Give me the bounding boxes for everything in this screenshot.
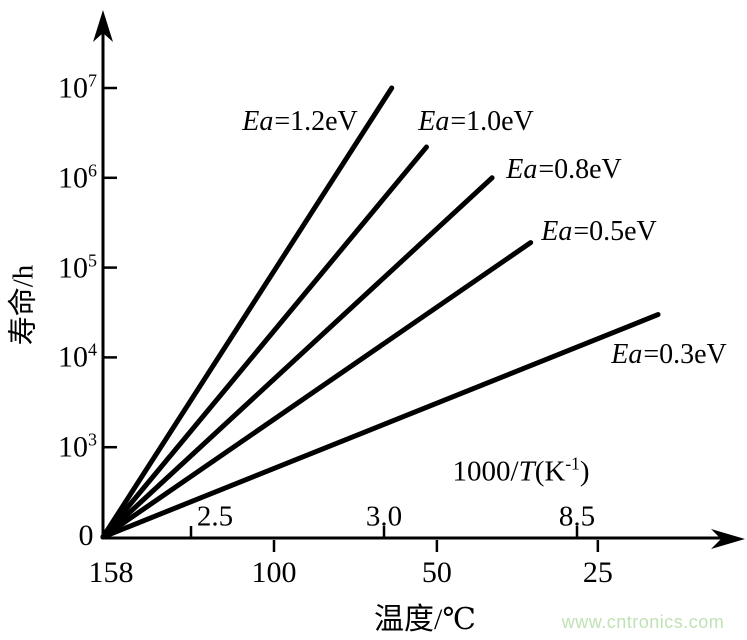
y-tick-label: 103: [58, 429, 97, 464]
ea-symbol: Ea: [506, 154, 538, 185]
ea-symbol: Ea: [242, 106, 274, 137]
y-tick-label: 104: [58, 339, 97, 374]
y-axis-arrow-icon: [93, 10, 113, 42]
watermark-text: www.cntronics.com: [561, 612, 725, 632]
x-bottom-tick-label: 25: [582, 556, 613, 589]
title-var: T: [518, 455, 535, 488]
series-label-ea-1.2: Ea=1.2eV: [242, 108, 358, 136]
x-bottom-tick-label: 100: [251, 556, 297, 589]
ea-value: =1.2eV: [274, 106, 358, 137]
x-top-tick-label: 2.5: [196, 500, 234, 533]
series-label-ea-0.8: Ea=0.8eV: [506, 156, 622, 184]
y-tick-label: 107: [58, 70, 97, 105]
series-line-ea-0.5: [100, 240, 534, 540]
series-line-ea-0.8: [100, 175, 495, 540]
x-axis-top-title: 1000/T(K-1): [452, 453, 590, 488]
title-pre: 1000/: [452, 455, 519, 488]
series-label-ea-0.5: Ea=0.5eV: [541, 218, 657, 246]
ea-symbol: Ea: [611, 339, 643, 370]
series-label-ea-1.0: Ea=1.0eV: [418, 108, 534, 136]
y-axis-title: 寿命/h: [7, 264, 40, 346]
series-line-ea-0.3: [100, 312, 661, 540]
ea-value: =0.5eV: [573, 216, 657, 247]
x-top-tick-label: 8.5: [558, 500, 596, 533]
title-sup: -1: [565, 453, 580, 474]
x-axis-arrow-icon: [711, 529, 745, 549]
title-post: ): [579, 455, 590, 488]
x-top-tick-label: 3.0: [365, 500, 403, 533]
series-line-ea-1: [100, 144, 429, 540]
ea-value: =0.8eV: [538, 154, 622, 185]
x-bottom-tick-label: 50: [421, 556, 452, 589]
x-bottom-tick-label: 158: [88, 556, 134, 589]
series-line-ea-1.2: [100, 85, 395, 540]
ea-symbol: Ea: [418, 106, 450, 137]
title-mid: (K: [534, 455, 566, 488]
ea-value: =1.0eV: [450, 106, 534, 137]
series-label-ea-0.3: Ea=0.3eV: [611, 341, 727, 369]
origin-label: 0: [78, 519, 94, 552]
x-axis-bottom-title: 温度/℃: [374, 603, 476, 636]
y-tick-label: 106: [58, 160, 97, 195]
ea-symbol: Ea: [541, 216, 573, 247]
ea-value: =0.3eV: [643, 339, 727, 370]
y-tick-label: 105: [58, 249, 97, 284]
